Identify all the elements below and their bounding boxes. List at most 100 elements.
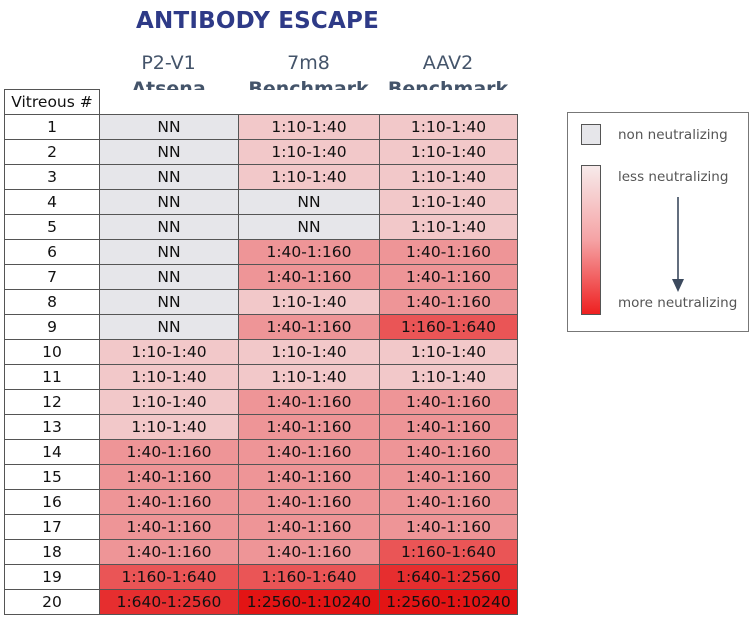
titer-cell: 1:40-1:160 [99,539,239,565]
table-row: 11 1:10-1:40 1:10-1:40 1:10-1:40 [4,364,518,390]
titer-cell: 1:40-1:160 [238,414,380,440]
vitreous-id-cell: 8 [4,289,100,315]
titer-cell: 1:10-1:40 [379,339,518,365]
table-row: 19 1:160-1:640 1:160-1:640 1:640-1:2560 [4,564,518,590]
titer-cell: 1:160-1:640 [379,314,518,340]
vitreous-id-cell: 13 [4,414,100,440]
table-row: 16 1:40-1:160 1:40-1:160 1:40-1:160 [4,489,518,515]
vitreous-id-cell: 2 [4,139,100,165]
titer-cell: 1:10-1:40 [99,414,239,440]
titer-cell: NN [99,139,239,165]
titer-cell: NN [99,239,239,265]
titer-cell: 1:40-1:160 [99,464,239,490]
titer-cell: NN [99,164,239,190]
titer-cell: 1:10-1:40 [379,214,518,240]
legend-label-non-neutralizing: non neutralizing [618,127,728,143]
table-row: 8 NN 1:10-1:40 1:40-1:160 [4,289,518,315]
titer-cell: 1:2560-1:10240 [238,589,380,615]
titer-cell: 1:10-1:40 [238,364,380,390]
table-row: 9 NN 1:40-1:160 1:160-1:640 [4,314,518,340]
titer-cell: 1:40-1:160 [238,389,380,415]
non-neutralizing-swatch [581,124,601,145]
titer-cell: 1:160-1:640 [99,564,239,590]
table-row: 6 NN 1:40-1:160 1:40-1:160 [4,239,518,265]
arrow-down-icon [672,197,684,292]
titer-cell: 1:10-1:40 [238,289,380,315]
titer-cell: 1:10-1:40 [99,339,239,365]
titer-cell: 1:40-1:160 [99,514,239,540]
vitreous-id-cell: 7 [4,264,100,290]
titer-cell: NN [99,214,239,240]
titer-cell: 1:2560-1:10240 [379,589,518,615]
table-row: 10 1:10-1:40 1:10-1:40 1:10-1:40 [4,339,518,365]
table-row: 3 NN 1:10-1:40 1:10-1:40 [4,164,518,190]
titer-cell: 1:40-1:160 [379,264,518,290]
titer-cell: 1:40-1:160 [238,489,380,515]
titer-cell: NN [238,214,380,240]
titer-cell: 1:40-1:160 [379,514,518,540]
vitreous-id-cell: 5 [4,214,100,240]
titer-cell: NN [99,289,239,315]
titer-cell: 1:160-1:640 [238,564,380,590]
vitreous-id-cell: 16 [4,489,100,515]
titer-cell: 1:640-1:2560 [99,589,239,615]
table-row: 12 1:10-1:40 1:40-1:160 1:40-1:160 [4,389,518,415]
titer-cell: 1:640-1:2560 [379,564,518,590]
titer-cell: NN [238,189,380,215]
titer-cell: 1:40-1:160 [379,439,518,465]
titer-cell: 1:40-1:160 [379,414,518,440]
titer-cell: 1:10-1:40 [238,164,380,190]
titer-cell: NN [99,114,239,140]
titer-cell: 1:40-1:160 [379,289,518,315]
titer-cell: NN [99,314,239,340]
table-row: 17 1:40-1:160 1:40-1:160 1:40-1:160 [4,514,518,540]
vitreous-id-cell: 3 [4,164,100,190]
titer-cell: 1:40-1:160 [379,389,518,415]
titer-cell: NN [99,189,239,215]
table-header-row: Vitreous # [4,89,518,115]
vitreous-id-cell: 10 [4,339,100,365]
titer-cell: 1:10-1:40 [379,189,518,215]
titer-cell: 1:10-1:40 [379,114,518,140]
titer-cell: 1:40-1:160 [238,539,380,565]
row-header-label: Vitreous # [4,89,100,115]
table-row: 1 NN 1:10-1:40 1:10-1:40 [4,114,518,140]
titer-cell: 1:40-1:160 [379,489,518,515]
titer-cell: 1:40-1:160 [238,514,380,540]
vitreous-id-cell: 15 [4,464,100,490]
table-row: 13 1:10-1:40 1:40-1:160 1:40-1:160 [4,414,518,440]
titer-cell: 1:40-1:160 [99,489,239,515]
header-spacer [99,89,239,115]
vitreous-id-cell: 11 [4,364,100,390]
titer-cell: 1:10-1:40 [238,339,380,365]
titer-cell: 1:40-1:160 [238,464,380,490]
titer-cell: 1:40-1:160 [238,439,380,465]
table-row: 15 1:40-1:160 1:40-1:160 1:40-1:160 [4,464,518,490]
vitreous-id-cell: 9 [4,314,100,340]
titer-cell: 1:40-1:160 [99,439,239,465]
titer-cell: 1:40-1:160 [238,314,380,340]
vitreous-id-cell: 1 [4,114,100,140]
titer-cell: 1:160-1:640 [379,539,518,565]
table-row: 2 NN 1:10-1:40 1:10-1:40 [4,139,518,165]
titer-cell: 1:10-1:40 [238,114,380,140]
vitreous-id-cell: 19 [4,564,100,590]
vitreous-id-cell: 12 [4,389,100,415]
vitreous-id-cell: 4 [4,189,100,215]
vitreous-id-cell: 6 [4,239,100,265]
table-body: 1 NN 1:10-1:40 1:10-1:40 2 NN 1:10-1:40 1:10-1:… [4,114,518,615]
vitreous-id-cell: 20 [4,589,100,615]
chart-title: ANTIBODY ESCAPE [136,8,379,34]
titer-cell: 1:40-1:160 [238,239,380,265]
titer-cell: 1:10-1:40 [99,389,239,415]
legend-label-more-neutralizing: more neutralizing [618,295,738,311]
table-row: 14 1:40-1:160 1:40-1:160 1:40-1:160 [4,439,518,465]
table-row: 4 NN NN 1:10-1:40 [4,189,518,215]
header-spacer [379,89,518,115]
titer-cell: 1:40-1:160 [379,239,518,265]
table-row: 5 NN NN 1:10-1:40 [4,214,518,240]
titer-cell: 1:40-1:160 [238,264,380,290]
titer-cell: 1:10-1:40 [99,364,239,390]
vitreous-id-cell: 17 [4,514,100,540]
table-row: 7 NN 1:40-1:160 1:40-1:160 [4,264,518,290]
